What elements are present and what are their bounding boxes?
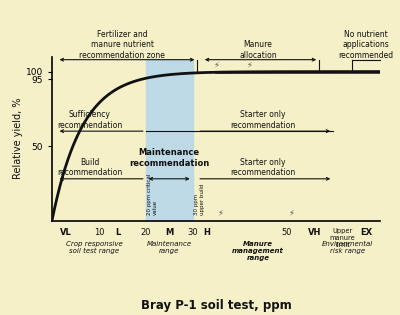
Text: Maintenance
range: Maintenance range bbox=[146, 241, 192, 254]
Text: VH: VH bbox=[308, 228, 321, 237]
Text: Bray P-1 soil test, ppm: Bray P-1 soil test, ppm bbox=[141, 299, 291, 312]
Text: 30 ppm
upper build: 30 ppm upper build bbox=[194, 183, 205, 215]
Text: ⚡: ⚡ bbox=[288, 209, 294, 218]
Text: VL: VL bbox=[60, 228, 72, 237]
Text: Crop responsive
soil test range: Crop responsive soil test range bbox=[66, 241, 122, 255]
Text: No nutrient
applications
recommended: No nutrient applications recommended bbox=[338, 30, 394, 60]
Text: 50: 50 bbox=[281, 228, 292, 237]
Text: H: H bbox=[203, 228, 210, 237]
Text: ⚡: ⚡ bbox=[213, 60, 219, 69]
Y-axis label: Relative yield, %: Relative yield, % bbox=[13, 98, 23, 179]
Text: 10: 10 bbox=[94, 228, 104, 237]
Text: ⚡: ⚡ bbox=[218, 209, 224, 218]
Text: Starter only
recommendation: Starter only recommendation bbox=[230, 158, 296, 177]
Text: Manure
management
range: Manure management range bbox=[232, 241, 284, 261]
Text: Manure
allocation: Manure allocation bbox=[239, 40, 277, 60]
Text: Maintenance
recommendation: Maintenance recommendation bbox=[129, 148, 209, 168]
Text: 30: 30 bbox=[187, 228, 198, 237]
Text: 20 ppm critical
value: 20 ppm critical value bbox=[147, 173, 158, 215]
Text: ⚡: ⚡ bbox=[246, 60, 252, 69]
Text: Fertilizer and
manure nutrient
recommendation zone: Fertilizer and manure nutrient recommend… bbox=[79, 30, 165, 60]
Text: Upper
manure
limit: Upper manure limit bbox=[330, 228, 355, 248]
Text: EX: EX bbox=[360, 228, 372, 237]
Text: Starter only
recommendation: Starter only recommendation bbox=[230, 110, 296, 130]
Text: Environmental
risk range: Environmental risk range bbox=[322, 241, 373, 254]
Text: Build
recommendation: Build recommendation bbox=[57, 158, 122, 177]
Text: L: L bbox=[115, 228, 120, 237]
Text: 20: 20 bbox=[140, 228, 151, 237]
Text: M: M bbox=[165, 228, 173, 237]
Text: Sufficiency
recommendation: Sufficiency recommendation bbox=[57, 110, 122, 130]
